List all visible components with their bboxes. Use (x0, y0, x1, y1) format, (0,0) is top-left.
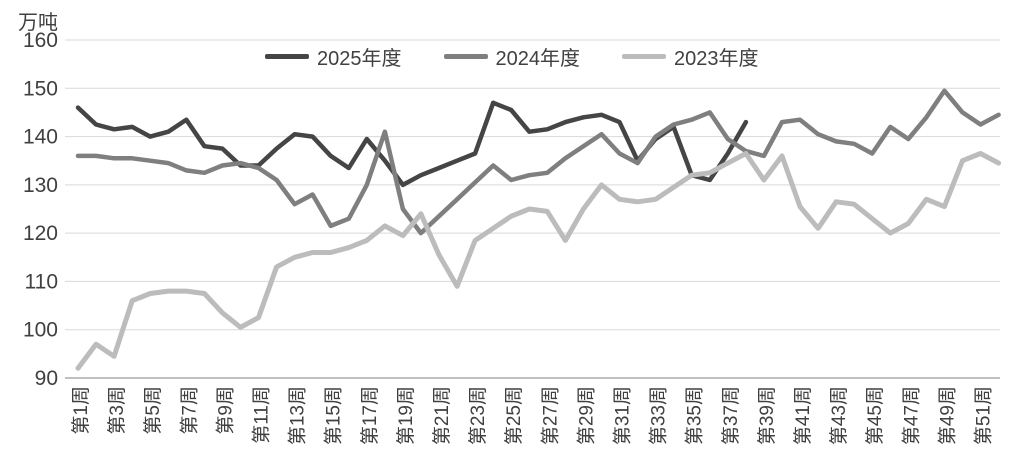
legend-line-swatch (443, 54, 488, 59)
y-tick-label: 100 (23, 319, 58, 342)
y-tick-label: 130 (23, 174, 58, 197)
x-tick-label: 第5周 (142, 386, 164, 435)
legend-entry-2024年度: 2024年度 (443, 42, 581, 71)
y-tick-label: 140 (23, 126, 58, 149)
legend-line-swatch (265, 54, 309, 59)
y-axis-unit-label: 万吨 (18, 12, 58, 34)
x-tick-label: 第41周 (792, 386, 814, 445)
x-tick-label: 第29周 (575, 386, 597, 445)
x-tick-label: 第45周 (864, 386, 886, 445)
x-tick-label: 第21周 (431, 386, 453, 445)
y-tick-label: 110 (25, 270, 58, 293)
x-tick-label: 第11周 (251, 386, 273, 444)
y-tick-label: 90 (35, 367, 58, 390)
x-tick-label: 第49周 (936, 386, 958, 445)
x-tick-label: 第1周 (70, 386, 92, 435)
x-tick-label: 第39周 (756, 386, 778, 445)
x-tick-label: 第15周 (323, 386, 345, 445)
x-tick-label: 第43周 (828, 386, 850, 445)
x-tick-label: 第19周 (395, 386, 417, 445)
legend-entry-2023年度: 2023年度 (622, 42, 759, 71)
legend-entry-2025年度: 2025年度 (265, 42, 402, 71)
x-tick-label: 第3周 (106, 386, 128, 435)
series-line-2024年度 (75, 88, 1001, 236)
x-tick-label: 第47周 (900, 386, 922, 445)
x-tick-label: 第31周 (612, 386, 634, 445)
legend-label: 2024年度 (495, 48, 581, 70)
legend-label: 2023年度 (674, 48, 759, 70)
x-tick-label: 第35周 (684, 386, 706, 445)
x-tick-label: 第17周 (359, 386, 381, 445)
x-tick-label: 第27周 (539, 386, 561, 445)
x-tick-label: 第33周 (648, 386, 670, 445)
x-tick-label: 第13周 (287, 386, 309, 445)
x-tick-label: 第9周 (214, 386, 236, 435)
chart-legend: 2025年度 2024年度 2023年度 (265, 42, 759, 71)
x-tick-label: 第51周 (973, 386, 995, 445)
x-tick-label: 第25周 (503, 386, 525, 445)
y-tick-label: 150 (23, 77, 58, 100)
x-tick-label: 第37周 (720, 386, 742, 445)
x-tick-label: 第7周 (178, 386, 200, 435)
legend-line-swatch (622, 54, 666, 59)
legend-label: 2025年度 (317, 48, 402, 70)
y-tick-label: 120 (23, 222, 58, 245)
series-line-2025年度 (75, 100, 749, 188)
x-tick-label: 第23周 (467, 386, 489, 445)
y-tick-label: 160 (23, 29, 58, 52)
series-line-2023年度 (75, 151, 1002, 371)
